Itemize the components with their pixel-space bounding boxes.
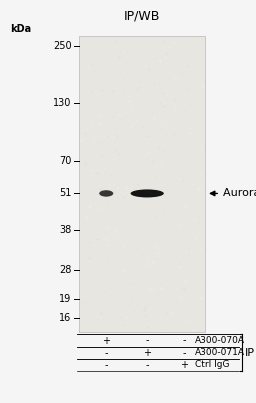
- Text: -: -: [104, 348, 108, 357]
- Text: +: +: [102, 336, 110, 345]
- Text: +: +: [143, 348, 151, 357]
- Text: kDa: kDa: [10, 24, 31, 34]
- Text: -: -: [145, 360, 149, 370]
- Text: IP/WB: IP/WB: [124, 9, 160, 22]
- Text: -: -: [145, 336, 149, 345]
- Text: 51: 51: [59, 189, 72, 198]
- Text: IP: IP: [244, 348, 254, 357]
- Text: Aurora A: Aurora A: [223, 189, 256, 198]
- Bar: [79, 36, 205, 332]
- Text: 19: 19: [59, 294, 72, 304]
- Text: 38: 38: [59, 225, 72, 235]
- Text: -: -: [104, 360, 108, 370]
- Ellipse shape: [99, 190, 113, 197]
- Text: -: -: [183, 348, 186, 357]
- Text: 28: 28: [59, 265, 72, 275]
- Text: +: +: [180, 360, 188, 370]
- Text: -: -: [183, 336, 186, 345]
- Text: A300-071A: A300-071A: [195, 348, 244, 357]
- Text: 70: 70: [59, 156, 72, 166]
- Text: A300-070A: A300-070A: [195, 336, 244, 345]
- Text: 16: 16: [59, 313, 72, 322]
- Text: 250: 250: [53, 42, 72, 51]
- Text: Ctrl IgG: Ctrl IgG: [195, 360, 229, 369]
- Ellipse shape: [131, 189, 164, 197]
- Text: 130: 130: [53, 98, 72, 108]
